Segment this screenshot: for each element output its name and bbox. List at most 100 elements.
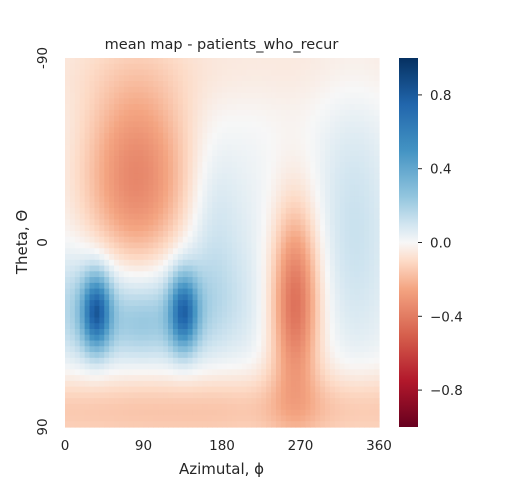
heatmap-cell bbox=[325, 421, 331, 427]
heatmap-cell bbox=[310, 352, 316, 358]
heatmap-cell bbox=[296, 104, 302, 110]
heatmap-cell bbox=[369, 375, 375, 381]
heatmap-cell bbox=[114, 191, 120, 197]
heatmap-cell bbox=[144, 214, 150, 220]
heatmap-cell bbox=[296, 116, 302, 122]
heatmap-cell bbox=[163, 75, 169, 81]
heatmap-cell bbox=[222, 300, 228, 306]
heatmap-cell bbox=[359, 237, 365, 243]
heatmap-cell bbox=[242, 387, 248, 393]
heatmap-cell bbox=[232, 196, 238, 202]
heatmap-cell bbox=[139, 271, 145, 277]
heatmap-cell bbox=[330, 300, 336, 306]
heatmap-cell bbox=[75, 289, 81, 295]
heatmap-cell bbox=[173, 231, 179, 237]
heatmap-cell bbox=[364, 329, 370, 335]
heatmap-cell bbox=[251, 156, 257, 162]
heatmap-cell bbox=[114, 381, 120, 387]
heatmap-cell bbox=[242, 127, 248, 133]
heatmap-cell bbox=[183, 179, 189, 185]
heatmap-cell bbox=[281, 421, 287, 427]
heatmap-cell bbox=[291, 346, 297, 352]
heatmap-cell bbox=[168, 381, 174, 387]
heatmap-cell bbox=[153, 294, 159, 300]
heatmap-cell bbox=[197, 364, 203, 370]
heatmap-cell bbox=[301, 381, 307, 387]
heatmap-cell bbox=[173, 266, 179, 272]
heatmap-cell bbox=[251, 335, 257, 341]
heatmap-cell bbox=[114, 237, 120, 243]
heatmap-cell bbox=[271, 87, 277, 93]
heatmap-cell bbox=[134, 64, 140, 70]
heatmap-cell bbox=[109, 98, 115, 104]
heatmap-cell bbox=[286, 237, 292, 243]
heatmap-cell bbox=[227, 225, 233, 231]
heatmap-cell bbox=[178, 421, 184, 427]
heatmap-cell bbox=[207, 58, 213, 64]
heatmap-cell bbox=[286, 398, 292, 404]
heatmap-cell bbox=[325, 179, 331, 185]
heatmap-cell bbox=[85, 208, 91, 214]
heatmap-cell bbox=[178, 381, 184, 387]
heatmap-cell bbox=[153, 266, 159, 272]
heatmap-cell bbox=[227, 306, 233, 312]
heatmap-cell bbox=[217, 375, 223, 381]
heatmap-cell bbox=[173, 208, 179, 214]
heatmap-cell bbox=[222, 243, 228, 249]
heatmap-cell bbox=[207, 260, 213, 266]
heatmap-cell bbox=[207, 196, 213, 202]
heatmap-cell bbox=[354, 335, 360, 341]
heatmap-cell bbox=[374, 358, 380, 364]
heatmap-cell bbox=[251, 81, 257, 87]
heatmap-cell bbox=[232, 185, 238, 191]
heatmap-cell bbox=[350, 335, 356, 341]
heatmap-cell bbox=[207, 381, 213, 387]
heatmap-cell bbox=[291, 317, 297, 323]
heatmap-cell bbox=[193, 410, 199, 416]
heatmap-cell bbox=[364, 75, 370, 81]
heatmap-cell bbox=[99, 294, 105, 300]
heatmap-cell bbox=[168, 410, 174, 416]
heatmap-cell bbox=[222, 335, 228, 341]
heatmap-cell bbox=[148, 404, 154, 410]
heatmap-cell bbox=[276, 317, 282, 323]
heatmap-cell bbox=[222, 317, 228, 323]
heatmap-cell bbox=[305, 283, 311, 289]
heatmap-cell bbox=[188, 104, 194, 110]
heatmap-cell bbox=[148, 277, 154, 283]
heatmap-cell bbox=[178, 254, 184, 260]
heatmap-cell bbox=[85, 289, 91, 295]
heatmap-cell bbox=[227, 317, 233, 323]
heatmap-cell bbox=[369, 58, 375, 64]
heatmap-cell bbox=[124, 323, 130, 329]
heatmap-cell bbox=[178, 139, 184, 145]
heatmap-cell bbox=[256, 375, 262, 381]
heatmap-cell bbox=[310, 329, 316, 335]
heatmap-cell bbox=[178, 104, 184, 110]
heatmap-cell bbox=[80, 352, 86, 358]
heatmap-cell bbox=[296, 127, 302, 133]
heatmap-cell bbox=[320, 116, 326, 122]
heatmap-cell bbox=[65, 121, 71, 127]
heatmap-cell bbox=[291, 196, 297, 202]
heatmap-cell bbox=[114, 375, 120, 381]
heatmap-cell bbox=[148, 196, 154, 202]
heatmap-cell bbox=[90, 271, 96, 277]
heatmap-cell bbox=[247, 404, 253, 410]
heatmap-cell bbox=[237, 306, 243, 312]
heatmap-cell bbox=[350, 173, 356, 179]
heatmap-cell bbox=[354, 179, 360, 185]
heatmap-cell bbox=[345, 387, 351, 393]
heatmap-cell bbox=[374, 93, 380, 99]
heatmap-cell bbox=[281, 191, 287, 197]
heatmap-cell bbox=[70, 415, 76, 421]
heatmap-cell bbox=[124, 110, 130, 116]
heatmap-cell bbox=[222, 277, 228, 283]
heatmap-cell bbox=[119, 306, 125, 312]
heatmap-cell bbox=[281, 116, 287, 122]
heatmap-cell bbox=[207, 277, 213, 283]
heatmap-cell bbox=[148, 173, 154, 179]
heatmap-cell bbox=[197, 289, 203, 295]
heatmap-cell bbox=[296, 392, 302, 398]
heatmap-cell bbox=[70, 231, 76, 237]
